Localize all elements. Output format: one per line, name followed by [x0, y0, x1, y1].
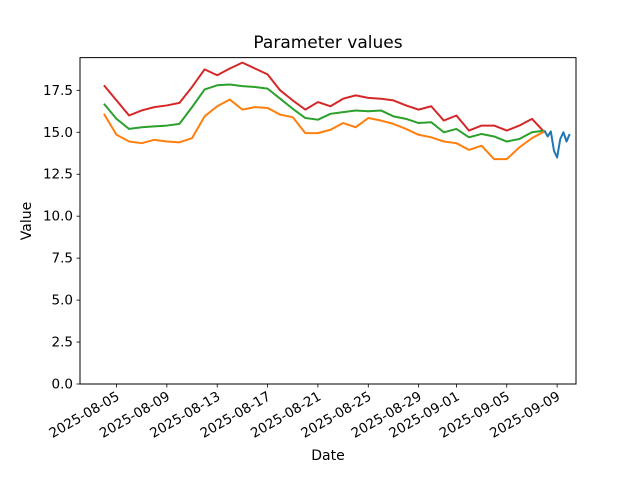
y-tick-label: 5.0 — [52, 293, 73, 309]
series-orange — [103, 98, 546, 161]
y-axis-label: Value — [19, 201, 35, 241]
y-tick-label: 12.5 — [43, 167, 73, 183]
series-green — [103, 83, 545, 143]
y-tick-label: 10.0 — [43, 209, 73, 225]
series-red — [103, 61, 546, 133]
x-axis-label: Date — [311, 448, 345, 464]
series-blue — [543, 130, 571, 159]
y-tick-label: 2.5 — [52, 335, 73, 351]
y-tick-label: 7.5 — [52, 251, 73, 267]
y-tick-label: 15.0 — [43, 125, 73, 141]
y-tick-label: 17.5 — [43, 83, 73, 99]
chart-title: Parameter values — [253, 33, 403, 53]
y-tick-label: 0.0 — [52, 377, 73, 393]
